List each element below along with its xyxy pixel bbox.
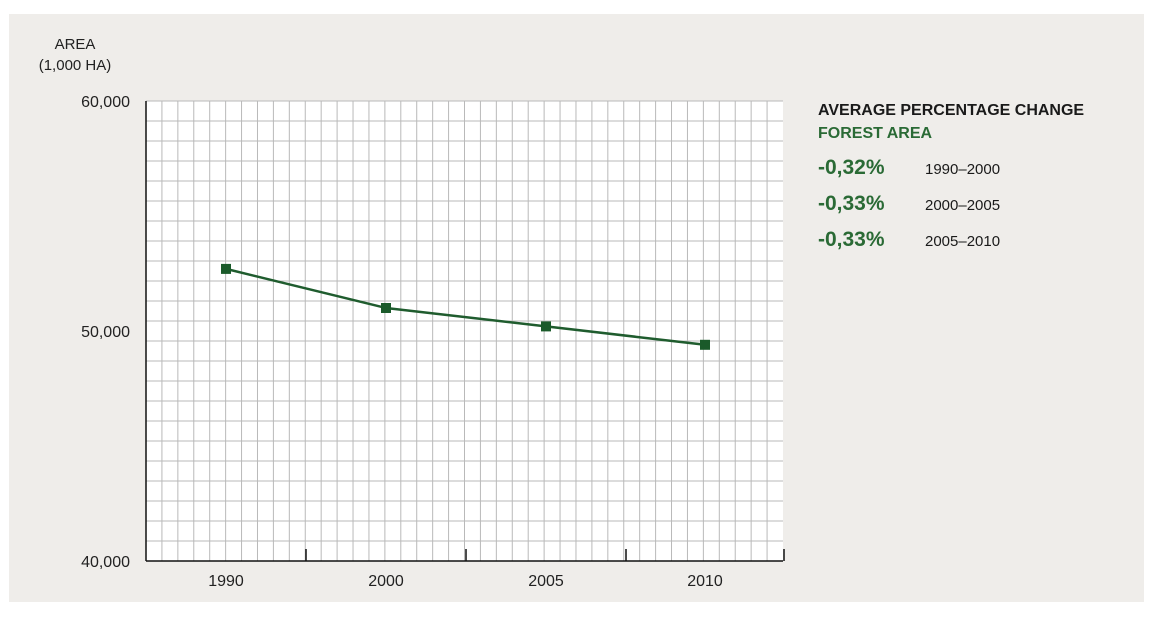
change-legend: AVERAGE PERCENTAGE CHANGE FOREST AREA -0… (818, 100, 1084, 264)
legend-value: -0,33% (818, 192, 885, 215)
data-point (700, 339, 710, 350)
data-point (221, 263, 231, 274)
y-axis-label: AREA (1,000 HA) (30, 34, 120, 76)
y-tick-label: 40,000 (81, 554, 130, 571)
x-tick-label: 2005 (528, 573, 564, 590)
y-tick-label: 60,000 (81, 94, 130, 111)
x-tick-label: 2000 (368, 573, 404, 590)
legend-period: 1990–2000 (925, 161, 1001, 178)
data-point (541, 321, 551, 332)
series-line (225, 267, 706, 347)
x-tick-labels: 1990 2000 2005 2010 (208, 573, 723, 590)
legend-value: -0,32% (818, 156, 885, 179)
legend-row: -0,33% 2005–2010 (818, 228, 1084, 264)
legend-row: -0,32% 1990–2000 (818, 156, 1084, 192)
legend-period: 2005–2010 (925, 233, 1001, 250)
y-tick-labels: 60,000 50,000 40,000 (81, 94, 130, 571)
legend-subtitle: FOREST AREA (818, 125, 933, 142)
legend-row: -0,33% 2000–2005 (818, 192, 1084, 228)
y-axis-label-line-2: (1,000 HA) (38, 57, 112, 74)
x-tick-label: 2010 (687, 573, 723, 590)
y-tick-label: 50,000 (81, 324, 130, 341)
grid (146, 100, 783, 561)
legend-period: 2000–2005 (925, 197, 1001, 214)
y-axis-label-line-1: AREA (54, 36, 96, 53)
axes (145, 101, 785, 562)
legend-value: -0,33% (818, 228, 885, 251)
x-tick-label: 1990 (208, 573, 244, 590)
series (221, 263, 710, 350)
legend-title: AVERAGE PERCENTAGE CHANGE (818, 102, 1085, 119)
data-point (381, 303, 391, 313)
